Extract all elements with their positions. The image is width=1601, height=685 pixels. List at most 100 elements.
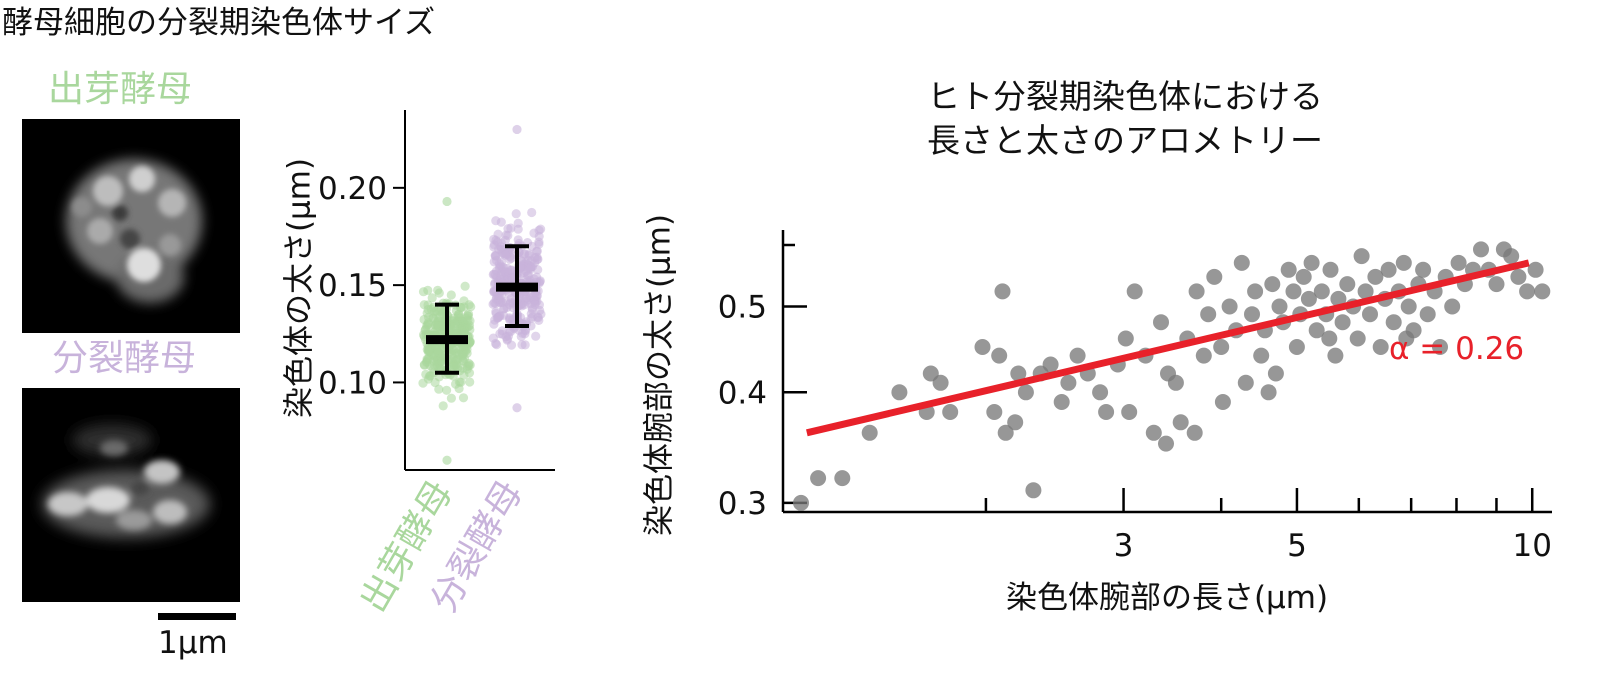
- budding-yeast-micrograph: [22, 119, 240, 333]
- fission-yeast-micrograph: [22, 388, 240, 602]
- right-x-tick-label: 5: [1287, 528, 1307, 564]
- scatter-point: [1167, 374, 1184, 391]
- scatter-point: [1221, 298, 1238, 315]
- left-y-tick-label: 0.10: [318, 365, 387, 401]
- jitter-point: [492, 313, 502, 323]
- jitter-point: [438, 401, 448, 411]
- scatter-point: [1300, 290, 1317, 307]
- scatter-point: [1260, 384, 1277, 401]
- jitter-point: [505, 326, 515, 336]
- scatter-point: [942, 404, 959, 420]
- right-x-tick-label: 10: [1512, 528, 1551, 564]
- jitter-point: [513, 218, 523, 228]
- scatter-point: [1069, 347, 1086, 364]
- scatter-point: [997, 424, 1014, 441]
- scatter-point: [1327, 347, 1344, 364]
- scatter-point: [1322, 261, 1339, 278]
- jitter-point: [501, 267, 511, 277]
- jitter-point: [433, 320, 443, 331]
- fission-yeast-label: 分裂酵母: [52, 338, 197, 379]
- left-y-tick-label: 0.20: [318, 171, 387, 207]
- jitter-point: [429, 327, 439, 337]
- scatter-point: [1121, 404, 1138, 420]
- scatter-point: [1247, 283, 1264, 300]
- scatter-point: [1339, 276, 1356, 293]
- scatter-point: [1488, 276, 1505, 293]
- left-y-tick-label: 0.15: [318, 268, 387, 304]
- jitter-point: [454, 344, 464, 354]
- scatter-point: [1214, 394, 1231, 410]
- scatter-point: [1444, 298, 1461, 315]
- jitter-point: [419, 300, 429, 310]
- allometry-title-line-2: 長さと太さのアロメトリー: [927, 121, 1323, 160]
- jitter-point: [423, 285, 433, 295]
- jitter-point: [442, 385, 452, 395]
- jitter-point: [446, 290, 456, 300]
- jitter-point: [460, 281, 470, 291]
- scatter-point: [834, 470, 851, 487]
- jitter-point: [434, 359, 444, 369]
- scatter-point: [1010, 365, 1027, 382]
- jitter-point: [430, 377, 440, 388]
- jitter-point: [504, 313, 515, 323]
- scale-bar-label: 1μm: [158, 625, 228, 661]
- scatter-point: [1400, 298, 1417, 315]
- scatter-point: [1527, 261, 1544, 278]
- jitter-point: [419, 360, 430, 370]
- jitter-point: [530, 299, 540, 310]
- right-y-tick-label: 0.3: [718, 486, 767, 522]
- scatter-point: [1450, 254, 1467, 271]
- fit-line: [806, 259, 1530, 437]
- scatter-point: [1195, 347, 1212, 364]
- scatter-point: [1126, 283, 1143, 300]
- scatter-point: [932, 374, 949, 391]
- scatter-point: [1213, 339, 1230, 355]
- scatter-point: [1253, 347, 1270, 364]
- scatter-point: [1303, 254, 1320, 271]
- jitter-point: [431, 306, 442, 316]
- jitter-point: [529, 228, 539, 238]
- scatter-point: [1271, 298, 1288, 315]
- scatter-point: [1186, 424, 1203, 441]
- budding-yeast-label: 出芽酵母: [48, 69, 193, 110]
- fit-slope-label: α = 0.26: [1389, 331, 1525, 367]
- jitter-point: [450, 318, 460, 328]
- scatter-point: [994, 283, 1011, 300]
- scatter-point: [1330, 290, 1347, 307]
- scatter-point: [1321, 330, 1338, 347]
- jitter-point: [442, 196, 452, 207]
- jitter-point: [488, 333, 498, 343]
- jitter-point: [536, 224, 546, 234]
- scatter-point: [1395, 254, 1412, 271]
- jitter-point: [517, 340, 527, 350]
- jitter-point: [532, 272, 542, 282]
- jitter-point: [446, 393, 456, 403]
- jitter-point: [434, 288, 444, 298]
- jitter-point: [423, 347, 433, 357]
- figure-title: 酵母細胞の分裂期染色体サイズ: [2, 5, 436, 41]
- jitter-point: [458, 393, 469, 403]
- jitter-point: [497, 329, 507, 339]
- scatter-point: [1117, 330, 1134, 347]
- scatter-point: [1017, 384, 1034, 401]
- jitter-point: [456, 377, 466, 387]
- scatter-point: [1534, 283, 1551, 300]
- scatter-point: [1380, 261, 1397, 278]
- jitter-point: [421, 324, 431, 334]
- jitter-point: [466, 302, 476, 312]
- scatter-point: [1510, 268, 1527, 285]
- jitter-point: [512, 124, 522, 135]
- scatter-point: [1060, 374, 1077, 391]
- allometry-title-line-1: ヒト分裂期染色体における: [927, 77, 1323, 116]
- right-x-axis-label: 染色体腕部の長さ(μm): [1005, 580, 1329, 616]
- jitter-point: [418, 378, 428, 388]
- jitter-point: [491, 216, 501, 226]
- scatter-point: [1519, 283, 1536, 300]
- scatter-point: [1349, 330, 1366, 347]
- scatter-point: [1503, 248, 1520, 265]
- jitter-point: [506, 340, 517, 350]
- scatter-point: [1372, 339, 1389, 355]
- jitter-point: [429, 368, 439, 378]
- jitter-point: [463, 315, 473, 325]
- scatter-point: [1025, 482, 1042, 499]
